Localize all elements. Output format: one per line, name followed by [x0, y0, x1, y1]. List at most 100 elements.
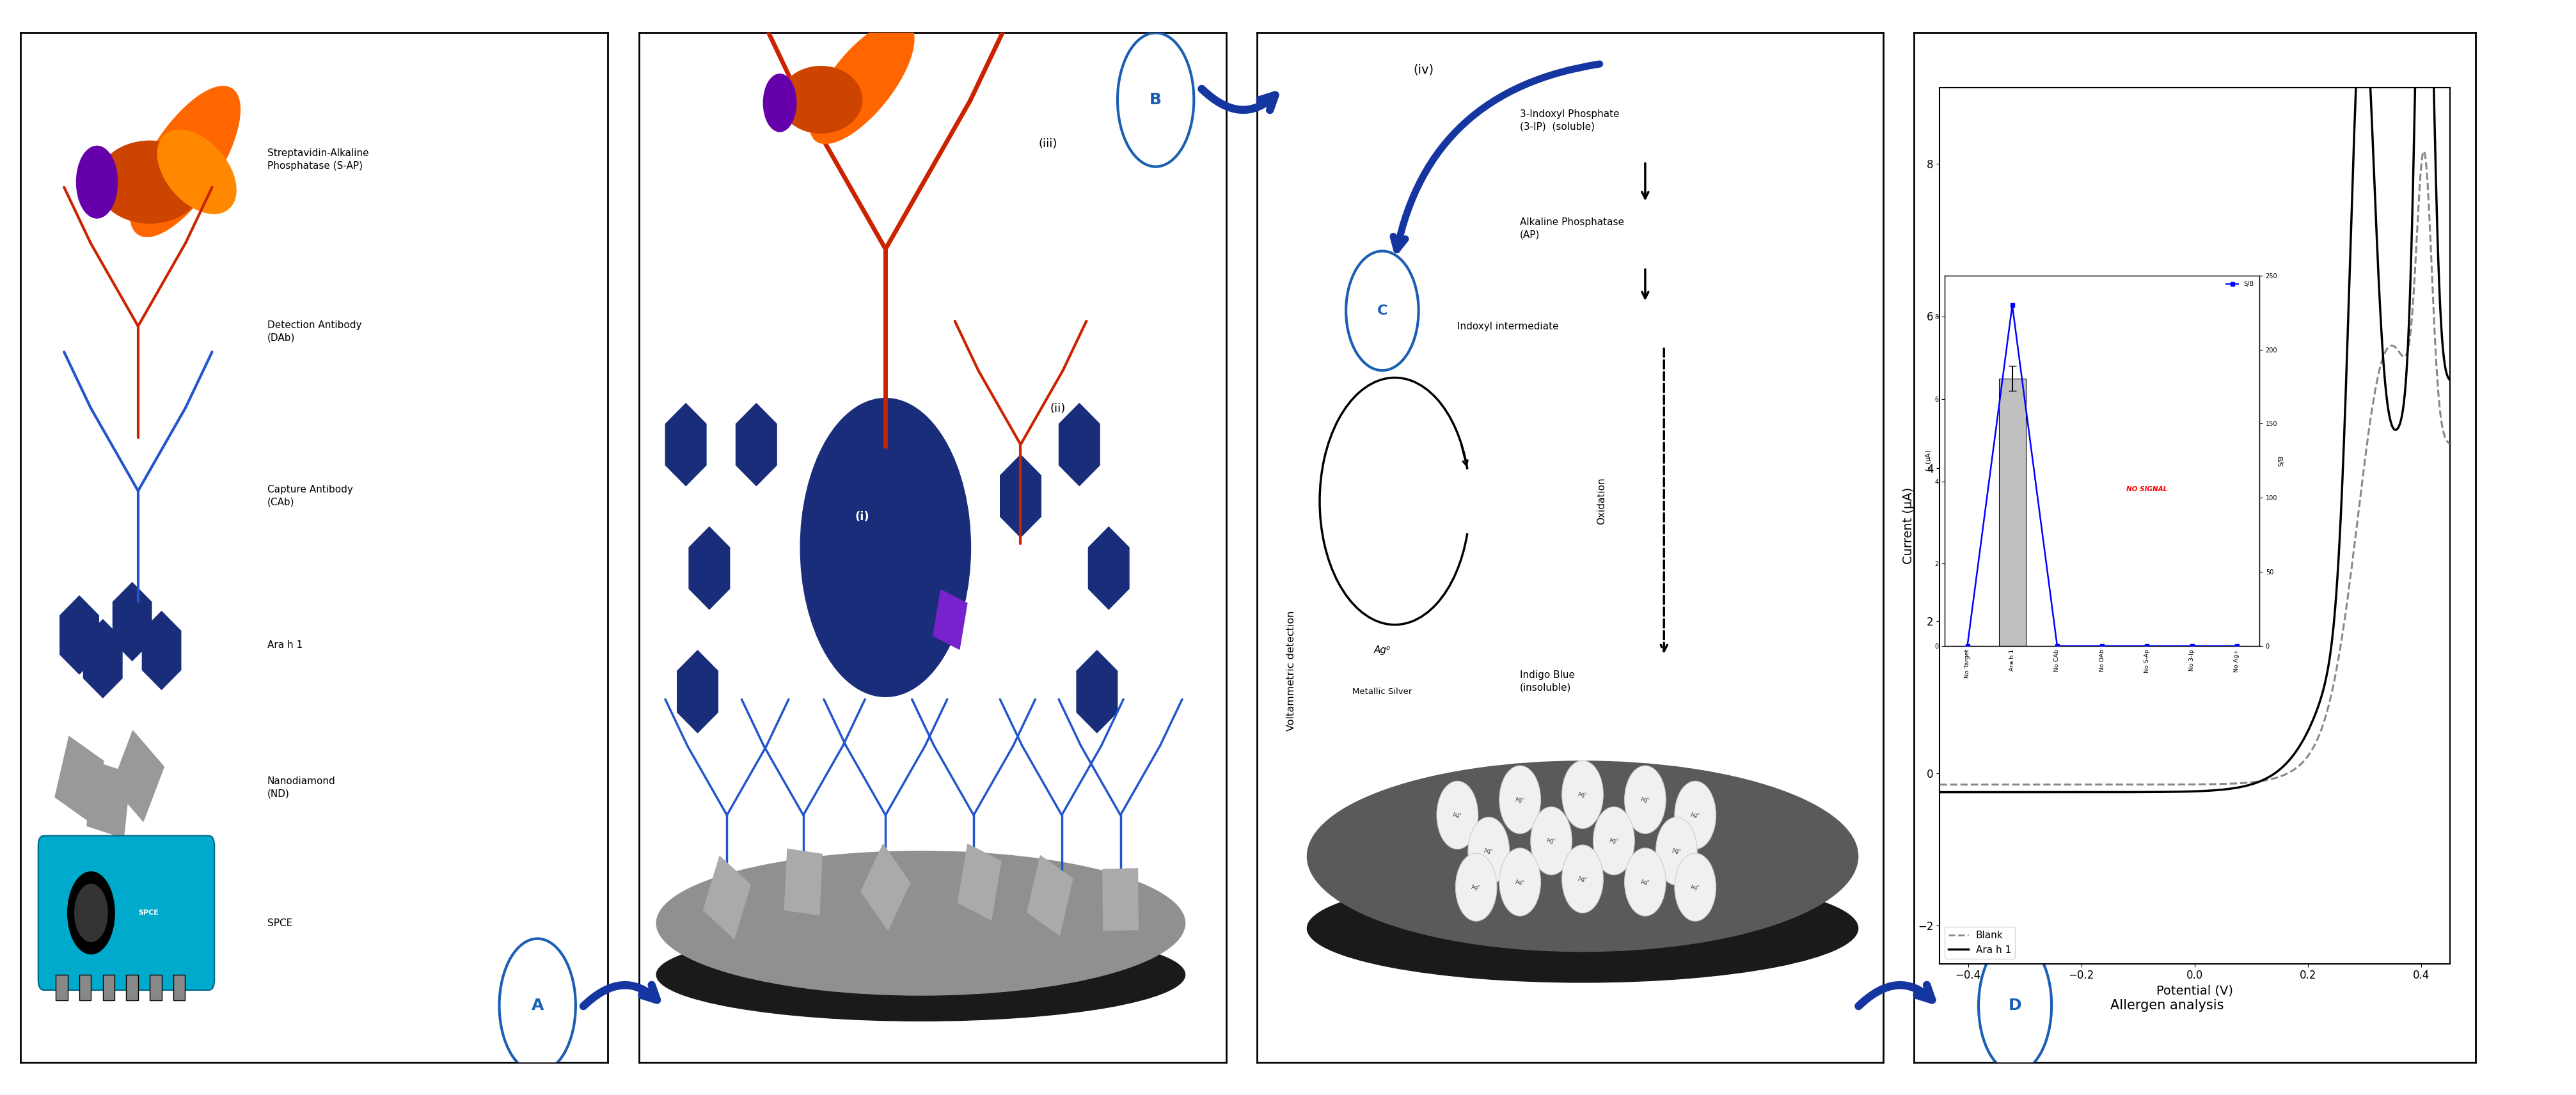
Text: Capture Antibody
(CAb): Capture Antibody (CAb)	[268, 485, 353, 507]
Ara h 1	[1976, 785, 2007, 798]
Ellipse shape	[781, 67, 863, 134]
Text: Ag⁰: Ag⁰	[1641, 797, 1649, 803]
S/B	[2043, 639, 2074, 653]
Y-axis label: Current (μA): Current (μA)	[1901, 487, 1914, 564]
Text: Voltammetric detection: Voltammetric detection	[1288, 611, 1296, 731]
Circle shape	[500, 938, 574, 1072]
Circle shape	[1468, 817, 1510, 885]
Text: Silver ions: Silver ions	[1355, 316, 1399, 325]
Text: Metallic Silver: Metallic Silver	[1352, 688, 1412, 695]
S/B	[2130, 639, 2161, 653]
Blank	[2321, 658, 2352, 671]
Text: Detection Antibody
(DAb): Detection Antibody (DAb)	[268, 320, 361, 343]
Text: Ag⁰: Ag⁰	[1373, 646, 1391, 655]
Circle shape	[762, 74, 796, 131]
Text: Ag⁰: Ag⁰	[1546, 838, 1556, 844]
Blank	[2434, 437, 2465, 450]
Y-axis label: $I_p$ (μA): $I_p$ (μA)	[1924, 450, 1935, 472]
Blank	[2130, 779, 2161, 792]
Circle shape	[1347, 251, 1419, 370]
Text: Ag⁰: Ag⁰	[1579, 792, 1587, 797]
FancyBboxPatch shape	[39, 835, 214, 990]
Circle shape	[1674, 781, 1716, 849]
Text: B: B	[1149, 92, 1162, 107]
Blank	[2275, 765, 2306, 779]
Blank	[1924, 779, 1955, 792]
Text: D: D	[2009, 998, 2022, 1013]
Circle shape	[77, 146, 118, 218]
Line: Ara h 1: Ara h 1	[1940, 0, 2450, 792]
Ara h 1	[1924, 785, 1955, 798]
Circle shape	[1437, 781, 1479, 849]
Text: (iii): (iii)	[1038, 138, 1056, 150]
Ellipse shape	[1306, 761, 1857, 952]
Ara h 1	[2130, 785, 2161, 798]
Blank	[2409, 145, 2439, 158]
X-axis label: Potential (V): Potential (V)	[2156, 984, 2233, 998]
Ellipse shape	[1306, 874, 1857, 982]
Text: Ag⁰: Ag⁰	[1484, 849, 1494, 854]
S/B	[1996, 299, 2027, 312]
Text: Ag⁰: Ag⁰	[1641, 879, 1649, 885]
Blank	[1976, 779, 2007, 792]
Text: 3-Indoxyl Phosphate
(3-IP)  (soluble): 3-Indoxyl Phosphate (3-IP) (soluble)	[1520, 110, 1620, 131]
Legend: Blank, Ara h 1: Blank, Ara h 1	[1945, 926, 2014, 959]
Bar	[1999, 379, 2025, 646]
Text: Oxidation: Oxidation	[1597, 477, 1607, 525]
Circle shape	[1499, 765, 1540, 833]
FancyBboxPatch shape	[149, 975, 162, 1001]
Circle shape	[1561, 761, 1602, 829]
Ellipse shape	[657, 929, 1185, 1021]
Text: Ag⁺: Ag⁺	[1368, 355, 1386, 364]
Text: C: C	[1378, 304, 1388, 318]
Text: Ag⁰: Ag⁰	[1672, 849, 1682, 854]
S/B	[1953, 639, 1984, 653]
Ara h 1	[2148, 785, 2179, 798]
Ara h 1	[2321, 570, 2352, 584]
Ellipse shape	[157, 130, 237, 214]
Circle shape	[1625, 765, 1667, 833]
Circle shape	[1592, 807, 1636, 875]
Ellipse shape	[129, 87, 240, 237]
Text: Ag⁰: Ag⁰	[1471, 885, 1481, 890]
FancyBboxPatch shape	[173, 975, 185, 1001]
Ara h 1	[2275, 752, 2306, 765]
Text: Ag⁰: Ag⁰	[1610, 838, 1618, 844]
Ellipse shape	[809, 21, 914, 143]
FancyBboxPatch shape	[80, 975, 90, 1001]
Line: S/B: S/B	[1965, 303, 2239, 648]
Text: Ara h 1: Ara h 1	[268, 641, 301, 650]
Text: Indoxyl intermediate: Indoxyl intermediate	[1458, 322, 1558, 331]
Text: Indigo Blue
(insoluble): Indigo Blue (insoluble)	[1520, 670, 1574, 692]
Blank	[2331, 599, 2362, 612]
Text: Streptavidin-Alkaline
Phosphatase (S-AP): Streptavidin-Alkaline Phosphatase (S-AP)	[268, 148, 368, 171]
Circle shape	[1530, 807, 1571, 875]
Text: Ag⁰: Ag⁰	[1690, 885, 1700, 890]
Text: SPCE: SPCE	[268, 919, 294, 927]
Circle shape	[1656, 817, 1698, 885]
S/B	[2221, 639, 2251, 653]
S/B	[2177, 639, 2208, 653]
Circle shape	[1561, 845, 1602, 913]
Ellipse shape	[657, 851, 1185, 995]
Text: Allergen analysis: Allergen analysis	[2110, 999, 2223, 1012]
Text: (i): (i)	[855, 511, 868, 522]
Circle shape	[1455, 853, 1497, 921]
Circle shape	[801, 399, 971, 696]
FancyBboxPatch shape	[57, 975, 67, 1001]
Text: Ag⁰: Ag⁰	[1515, 797, 1525, 803]
Ellipse shape	[98, 141, 204, 223]
Ara h 1	[2331, 359, 2362, 372]
Circle shape	[1625, 848, 1667, 917]
FancyBboxPatch shape	[126, 975, 139, 1001]
Text: (ii): (ii)	[1051, 403, 1066, 414]
Circle shape	[75, 884, 108, 942]
Text: Alkaline Phosphatase
(AP): Alkaline Phosphatase (AP)	[1520, 217, 1625, 240]
FancyBboxPatch shape	[103, 975, 113, 1001]
Text: Ag⁰: Ag⁰	[1690, 812, 1700, 818]
Legend: S/B: S/B	[2223, 278, 2257, 290]
Text: Ag⁰: Ag⁰	[1579, 876, 1587, 881]
Ara h 1	[2434, 373, 2465, 387]
Circle shape	[1978, 938, 2050, 1072]
Circle shape	[1674, 853, 1716, 921]
